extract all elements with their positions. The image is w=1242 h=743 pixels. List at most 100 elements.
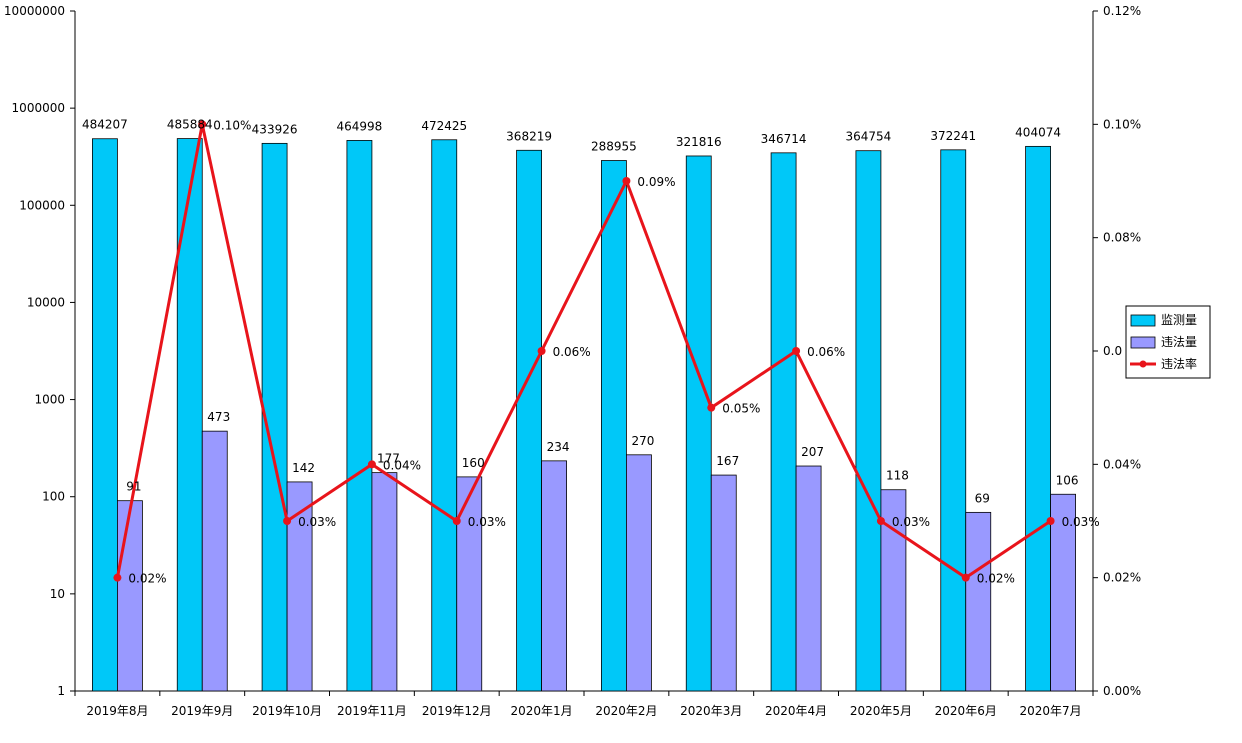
- left-tick-label: 100000: [19, 198, 65, 212]
- rate-point: [367, 460, 376, 469]
- left-tick-label: 10000: [27, 295, 65, 309]
- monitor-bar: [685, 155, 712, 692]
- left-tick-label: 1: [57, 684, 65, 698]
- violation-bar-label: 160: [462, 456, 485, 470]
- violation-bar-label: 69: [975, 491, 990, 505]
- violation-bar-label: 177: [377, 452, 400, 466]
- monitor-bar-label: 464998: [337, 119, 383, 133]
- x-tick-label: 2020年7月: [1019, 704, 1081, 718]
- left-tick-label: 10: [50, 587, 65, 601]
- rate-point-label: 0.06%: [807, 345, 845, 359]
- violation-bar: [456, 476, 483, 692]
- monitor-bar: [431, 139, 458, 692]
- monitor-bar-label: 472425: [421, 119, 467, 133]
- violation-bar: [965, 511, 992, 692]
- legend-label: 监测量: [1161, 313, 1197, 327]
- legend-swatch: [1130, 336, 1156, 349]
- violation-bar: [541, 460, 567, 692]
- monitor-bar-label: 404074: [1015, 125, 1061, 139]
- rate-point-label: 0.02%: [128, 572, 166, 586]
- right-tick-label: 0.02%: [1103, 571, 1141, 585]
- violation-bar-label: 234: [547, 440, 570, 454]
- monitor-bar: [940, 149, 967, 692]
- rate-point: [452, 517, 461, 525]
- rate-point-label: 0.09%: [637, 175, 675, 189]
- violation-bar-label: 207: [801, 445, 824, 459]
- x-tick-label: 2020年5月: [850, 704, 912, 718]
- violation-bar-label: 142: [292, 461, 315, 475]
- right-tick-label: 0.08%: [1103, 231, 1141, 245]
- violation-bar: [371, 472, 398, 692]
- violation-bar: [117, 500, 143, 692]
- x-tick-label: 2019年11月: [337, 704, 407, 718]
- right-tick-label: 0.00%: [1103, 684, 1141, 698]
- legend-label: 违法率: [1161, 356, 1197, 371]
- monitor-bar-label: 433926: [252, 122, 298, 136]
- rate-point-label: 0.05%: [722, 402, 760, 416]
- monitor-bar: [92, 138, 118, 692]
- rate-point: [198, 120, 207, 129]
- rate-point: [961, 573, 970, 582]
- violation-bar-label: 91: [126, 480, 141, 494]
- violation-bar: [201, 430, 228, 692]
- violation-bar: [710, 474, 737, 692]
- legend-label: 违法量: [1161, 335, 1197, 349]
- right-tick-label: 0.12%: [1103, 4, 1141, 18]
- monitor-bar-label: 484207: [82, 118, 128, 132]
- rate-point-label: 0.03%: [468, 515, 506, 529]
- data-labels: 484207 485884 433926 464998 472425 368219 2889…: [82, 118, 1100, 586]
- rate-point-label: 0.03%: [1062, 515, 1100, 529]
- violation-bar: [1050, 493, 1076, 692]
- monitor-bar: [855, 150, 882, 692]
- monitor-bar: [346, 140, 373, 692]
- rate-point: [537, 347, 546, 355]
- violation-bar-label: 473: [207, 410, 230, 424]
- x-tick-label: 2019年12月: [422, 704, 492, 718]
- right-tick-label: 0.0: [1103, 344, 1122, 358]
- rate-point: [622, 177, 631, 185]
- axes: 1101001000100001000001000000100000000.00…: [4, 4, 1141, 718]
- rate-point-label: 0.02%: [977, 572, 1015, 586]
- monitor-bar-label: 368219: [506, 129, 552, 143]
- monitor-bar-label: 372241: [930, 129, 976, 143]
- x-tick-label: 2020年1月: [510, 704, 572, 718]
- monitor-bar: [516, 149, 542, 692]
- violation-bar: [795, 465, 822, 692]
- x-tick-label: 2020年2月: [595, 704, 657, 718]
- x-tick-label: 2020年3月: [680, 704, 742, 718]
- violation-bar: [626, 454, 652, 692]
- rate-point: [113, 573, 122, 582]
- monitor-bar: [601, 160, 627, 692]
- rate-point-label: 0.03%: [892, 515, 930, 529]
- monitor-bar-label: 346714: [761, 132, 807, 146]
- rate-point: [792, 347, 801, 355]
- x-tick-label: 2019年10月: [252, 704, 322, 718]
- left-tick-label: 1000000: [12, 101, 65, 115]
- monitor-bar-label: 485884: [167, 118, 213, 132]
- violation-bar-label: 167: [716, 454, 739, 468]
- monitor-bar: [176, 138, 203, 692]
- monitor-bar-label: 364754: [846, 130, 892, 144]
- x-tick-label: 2020年4月: [765, 704, 827, 718]
- bars: [92, 138, 1076, 692]
- rate-point-label: 0.03%: [298, 515, 336, 529]
- rate-point-label: 0.10%: [213, 118, 251, 132]
- rate-polyline: [115, 124, 1052, 580]
- left-tick-label: 1000: [34, 393, 65, 407]
- legend-swatch: [1130, 314, 1156, 327]
- monitor-bar: [770, 152, 797, 692]
- violation-bar-label: 118: [886, 469, 909, 483]
- left-tick-label: 100: [42, 490, 65, 504]
- rate-point: [876, 517, 885, 525]
- rate-line: [113, 120, 1055, 582]
- x-tick-label: 2019年9月: [171, 704, 233, 718]
- rate-point: [283, 517, 292, 525]
- x-tick-label: 2019年8月: [86, 704, 148, 718]
- rate-point-label: 0.04%: [383, 458, 421, 472]
- rate-point: [1046, 517, 1055, 525]
- violation-bar-label: 106: [1056, 473, 1079, 487]
- legend-marker: [1139, 360, 1147, 368]
- right-tick-label: 0.10%: [1103, 117, 1141, 131]
